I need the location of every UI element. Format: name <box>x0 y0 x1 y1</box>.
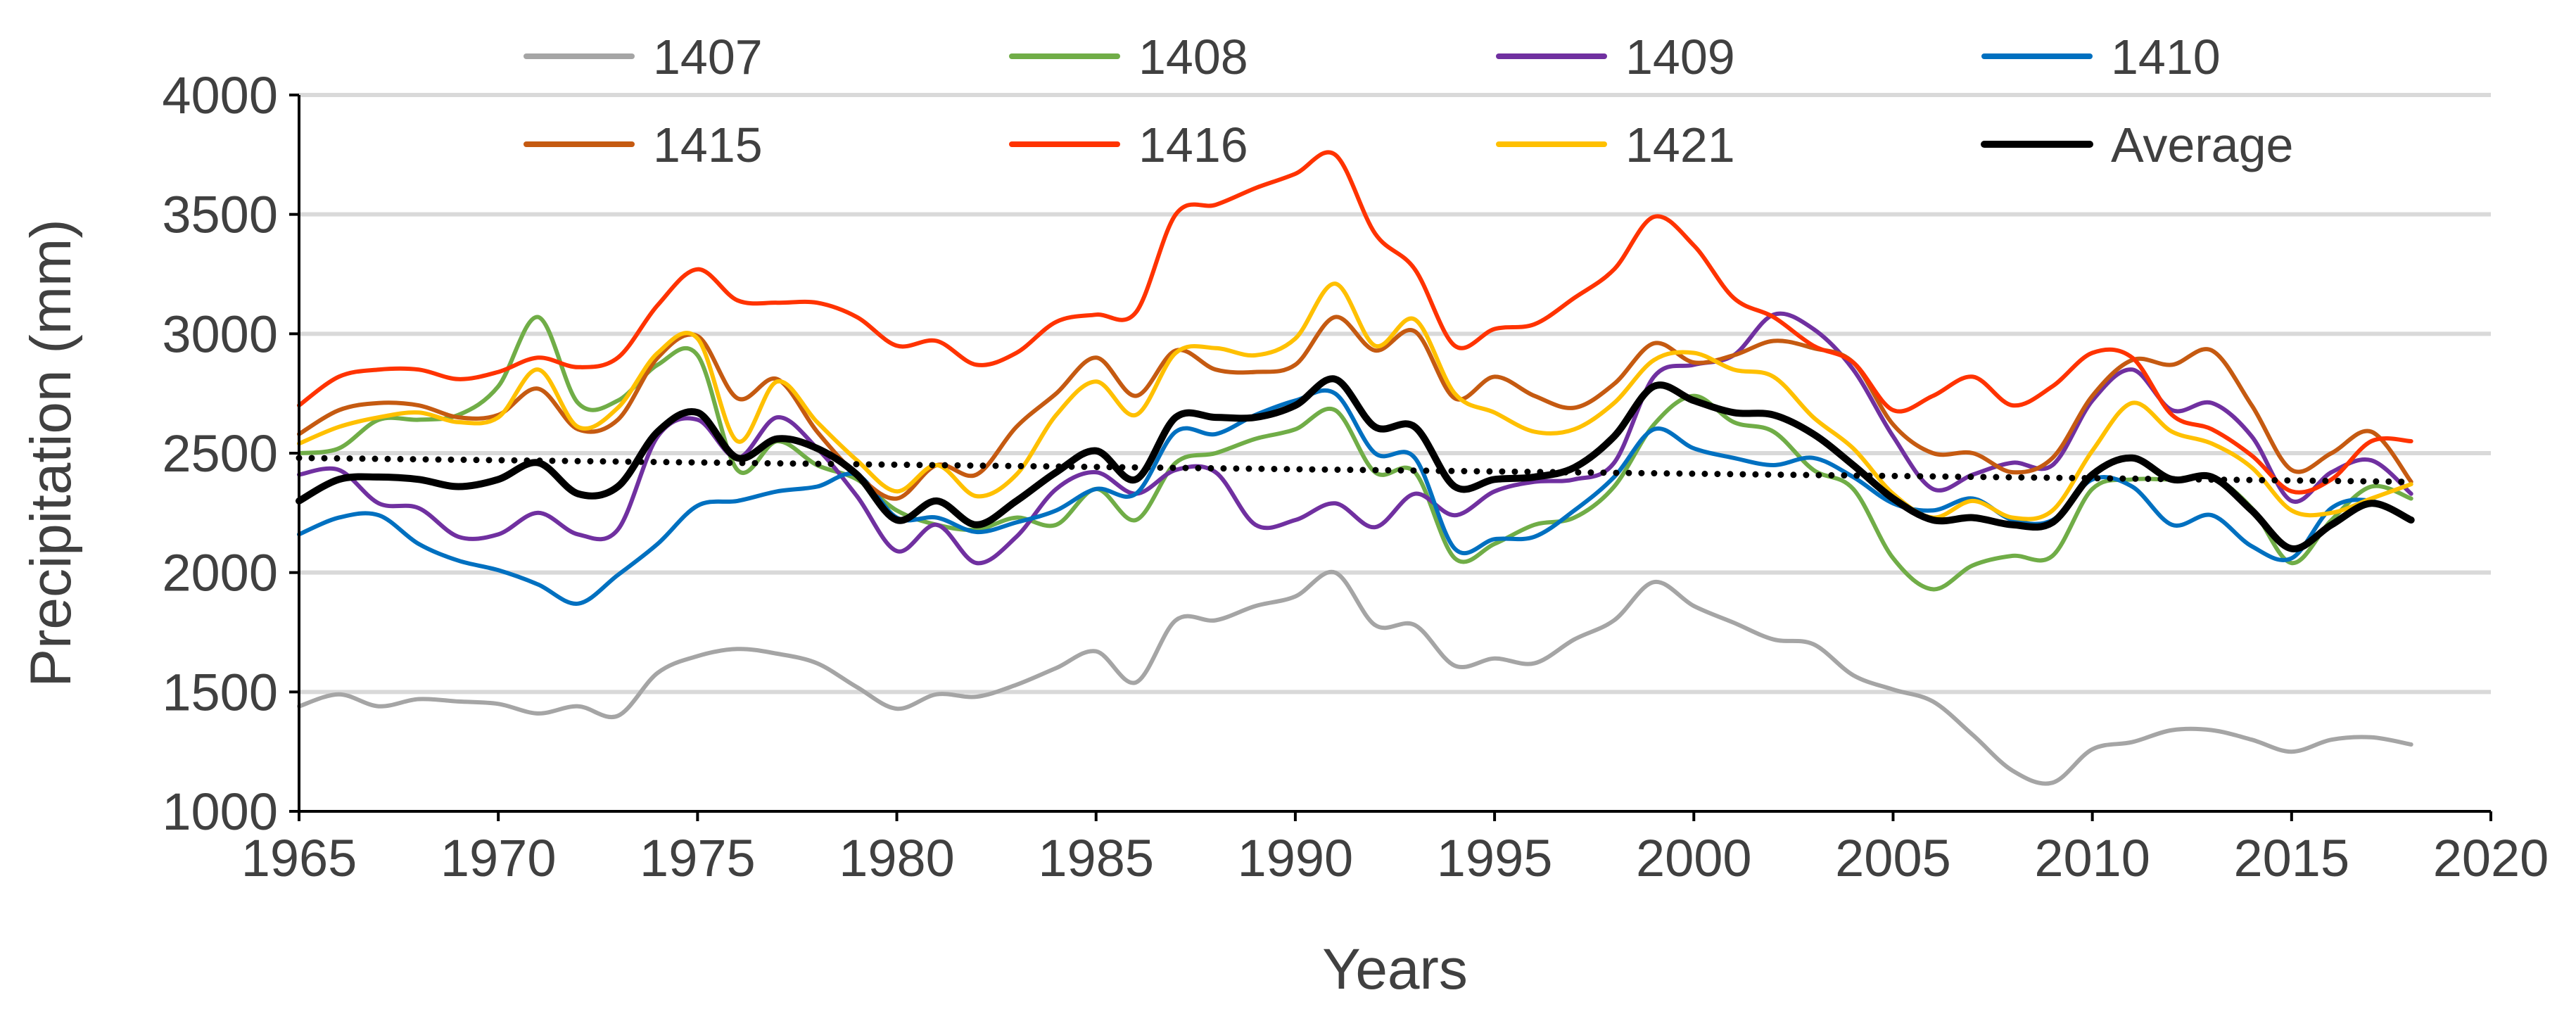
series-line-1407 <box>297 569 2413 786</box>
x-tick-label: 1990 <box>1238 829 1354 887</box>
x-tick-label: 1975 <box>640 829 756 887</box>
legend-label-1416: 1416 <box>1138 118 1248 172</box>
x-tick-label: 2010 <box>2034 829 2150 887</box>
y-tick-label: 4000 <box>162 66 278 125</box>
legend-label-1410: 1410 <box>2111 30 2221 84</box>
x-tick-label: 2015 <box>2234 829 2350 887</box>
x-axis-title: Years <box>1322 937 1468 1001</box>
series-line-1415 <box>297 315 2413 501</box>
legend-label-1408: 1408 <box>1138 30 1248 84</box>
y-tick-label: 2500 <box>162 424 278 483</box>
average-trendline <box>296 455 2415 486</box>
legend-label-1409: 1409 <box>1625 30 1735 84</box>
series-line-1416 <box>297 150 2413 495</box>
legend-label-average: Average <box>2111 118 2293 172</box>
series-lines <box>296 150 2415 786</box>
axes <box>289 94 2492 821</box>
x-tick-label: 1985 <box>1038 829 1154 887</box>
x-tick-label: 1980 <box>839 829 955 887</box>
legend-label-1407: 1407 <box>653 30 763 84</box>
series-line-1421 <box>297 281 2413 521</box>
x-tick-label: 2020 <box>2433 829 2549 887</box>
y-tick-label: 1500 <box>162 663 278 721</box>
x-tick-labels: 1965 1970 1975 1980 1985 1990 1995 2000 2005 2010… <box>241 829 2549 887</box>
legend-label-1421: 1421 <box>1625 118 1735 172</box>
x-tick-label: 2005 <box>1835 829 1951 887</box>
legend-label-1415: 1415 <box>653 118 763 172</box>
y-tick-label: 1000 <box>162 782 278 841</box>
x-tick-label: 1970 <box>440 829 557 887</box>
y-tick-labels: 1000 1500 2000 2500 3000 3500 4000 <box>162 66 278 841</box>
series-line-average <box>296 375 2415 552</box>
y-axis-title: Precipitation (mm) <box>19 219 83 687</box>
x-tick-label: 2000 <box>1636 829 1752 887</box>
x-tick-label: 1965 <box>241 829 357 887</box>
y-tick-label: 2000 <box>162 544 278 602</box>
x-tick-label: 1995 <box>1437 829 1553 887</box>
y-tick-label: 3500 <box>162 186 278 244</box>
legend: 1407 1408 1409 1410 1415 1416 1421 Average <box>524 30 2293 172</box>
y-tick-label: 3000 <box>162 305 278 363</box>
